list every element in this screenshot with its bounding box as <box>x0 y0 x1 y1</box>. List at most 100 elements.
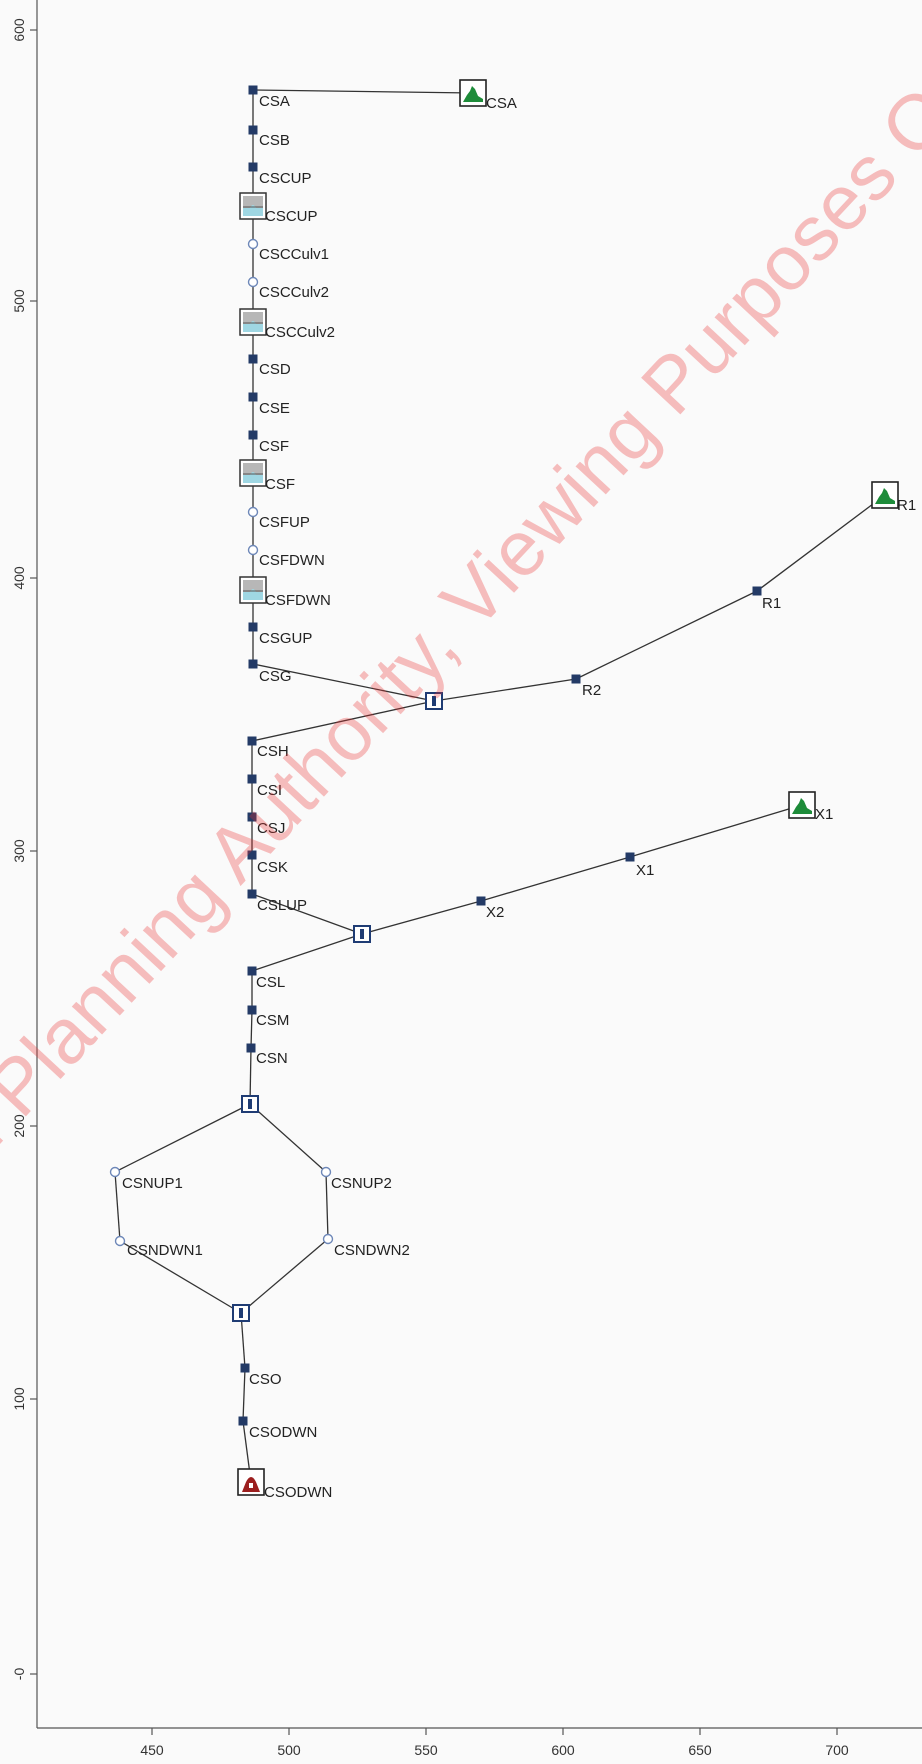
cross-section-node[interactable] <box>248 392 258 402</box>
cross-section-profile-icon[interactable] <box>239 459 267 487</box>
network-nodes <box>109 79 899 1496</box>
cross-section-node[interactable] <box>248 354 258 364</box>
network-link <box>114 1103 251 1173</box>
network-link <box>251 893 363 935</box>
cross-section-node[interactable] <box>248 430 258 440</box>
cross-section-node[interactable] <box>625 852 635 862</box>
node-label: CSCCulv2 <box>259 284 329 301</box>
network-link <box>119 1240 242 1314</box>
interpolated-node[interactable] <box>114 1235 126 1247</box>
node-label: X1 <box>815 806 833 823</box>
junction-node[interactable] <box>425 692 443 710</box>
cross-section-profile-icon[interactable] <box>239 192 267 220</box>
node-label: CSI <box>257 782 282 799</box>
node-label: CSCCulv1 <box>259 246 329 263</box>
y-tick-label: 200 <box>11 1114 27 1138</box>
node-label: CSK <box>257 859 288 876</box>
node-label: CSD <box>259 361 291 378</box>
network-link <box>240 1238 329 1314</box>
cross-section-node[interactable] <box>240 1363 250 1373</box>
cross-section-node[interactable] <box>476 896 486 906</box>
junction-node[interactable] <box>353 925 371 943</box>
node-label: CSGUP <box>259 630 312 647</box>
y-tick-label: 300 <box>11 839 27 863</box>
cross-section-node[interactable] <box>571 674 581 684</box>
network-link <box>480 856 631 902</box>
cross-section-node[interactable] <box>248 85 258 95</box>
node-label: CSCUP <box>265 208 318 225</box>
node-label: CSM <box>256 1012 289 1029</box>
cross-section-node[interactable] <box>247 774 257 784</box>
node-label: CSODWN <box>249 1424 317 1441</box>
node-label: CSB <box>259 132 290 149</box>
network-link <box>251 700 435 742</box>
y-tick-label: 400 <box>11 566 27 590</box>
node-label: X2 <box>486 904 504 921</box>
junction-node[interactable] <box>241 1095 259 1113</box>
interpolated-node[interactable] <box>247 544 259 556</box>
cross-section-node[interactable] <box>247 812 257 822</box>
cross-section-profile-icon[interactable] <box>239 576 267 604</box>
node-label: CSNUP2 <box>331 1175 392 1192</box>
cross-section-node[interactable] <box>248 622 258 632</box>
cross-section-node[interactable] <box>247 966 257 976</box>
interpolated-node[interactable] <box>247 238 259 250</box>
cross-section-node[interactable] <box>247 736 257 746</box>
outflow-boundary-icon[interactable] <box>237 1468 265 1496</box>
network-link <box>361 900 482 935</box>
cross-section-node[interactable] <box>247 889 257 899</box>
x-tick-label: 450 <box>140 1742 164 1758</box>
interpolated-node[interactable] <box>320 1166 332 1178</box>
node-label: X1 <box>636 862 654 879</box>
node-label: R1 <box>897 497 916 514</box>
cross-section-node[interactable] <box>248 162 258 172</box>
interpolated-node[interactable] <box>247 506 259 518</box>
node-label: CSCCulv2 <box>265 324 335 341</box>
network-link <box>756 494 886 592</box>
cross-section-node[interactable] <box>246 1043 256 1053</box>
y-tick-label: 100 <box>11 1387 27 1411</box>
cross-section-node[interactable] <box>247 1005 257 1015</box>
cross-section-profile-icon[interactable] <box>239 308 267 336</box>
interpolated-node[interactable] <box>247 276 259 288</box>
node-label: CSLUP <box>257 897 307 914</box>
junction-node[interactable] <box>232 1304 250 1322</box>
node-label: CSODWN <box>264 1484 332 1501</box>
y-tick-label: 500 <box>11 289 27 313</box>
cross-section-node[interactable] <box>247 850 257 860</box>
network-link <box>325 1171 329 1240</box>
network-link <box>250 1009 253 1049</box>
node-label: CSF <box>259 438 289 455</box>
cross-section-node[interactable] <box>752 586 762 596</box>
network-link <box>433 678 577 702</box>
node-label: CSF <box>265 476 295 493</box>
y-tick-label: 600 <box>11 18 27 42</box>
network-link <box>252 663 435 702</box>
interpolated-node[interactable] <box>109 1166 121 1178</box>
hydrograph-icon[interactable] <box>788 791 816 819</box>
x-tick-label: 500 <box>277 1742 301 1758</box>
network-link <box>249 1103 327 1173</box>
hydrograph-icon[interactable] <box>871 481 899 509</box>
network-link <box>240 1312 246 1369</box>
x-tick-label: 600 <box>551 1742 575 1758</box>
x-tick-label: 550 <box>414 1742 438 1758</box>
node-label: CSNDWN1 <box>127 1242 203 1259</box>
node-label: R2 <box>582 682 601 699</box>
node-label: CSNDWN2 <box>334 1242 410 1259</box>
cross-section-node[interactable] <box>248 659 258 669</box>
node-label: CSFDWN <box>265 592 331 609</box>
hydrograph-icon[interactable] <box>459 79 487 107</box>
network-link <box>575 590 758 680</box>
cross-section-node[interactable] <box>248 125 258 135</box>
cross-section-node[interactable] <box>238 1416 248 1426</box>
node-label: CSA <box>486 95 517 112</box>
node-label: R1 <box>762 595 781 612</box>
interpolated-node[interactable] <box>322 1233 334 1245</box>
node-label: CSO <box>249 1371 282 1388</box>
watermark-text: il Planning Authority, Viewing Purposes … <box>0 69 922 1173</box>
x-tick-label: 700 <box>825 1742 849 1758</box>
node-label: CSFUP <box>259 514 310 531</box>
node-label: CSJ <box>257 820 285 837</box>
y-tick-label: -0 <box>11 1668 27 1681</box>
